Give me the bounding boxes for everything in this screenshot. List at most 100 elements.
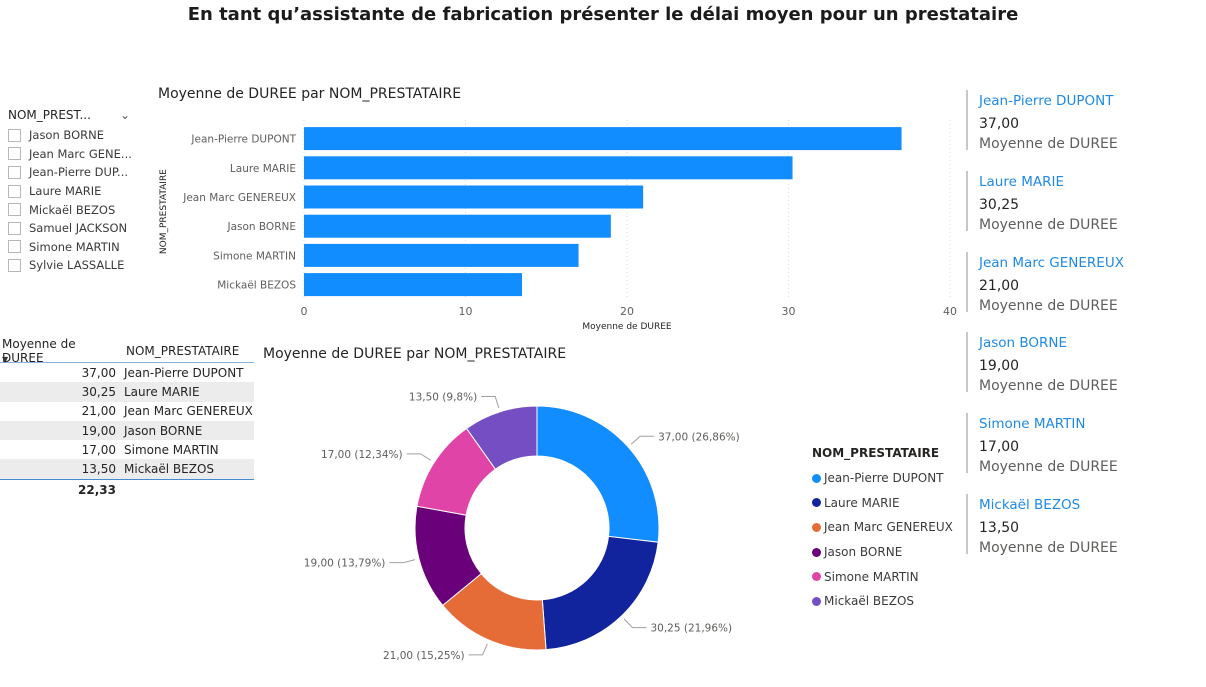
- card-value: 13,50: [979, 520, 1020, 536]
- page-title: En tant qu’assistante de fabrication pré…: [187, 4, 1019, 25]
- checkbox[interactable]: [8, 128, 21, 142]
- legend-label: Simone MARTIN: [824, 569, 919, 584]
- y-tick-label: Laure MARIE: [230, 163, 296, 175]
- slice-data-label: 19,00 (13,79%): [304, 558, 386, 570]
- cell-value: 30,25: [81, 384, 116, 399]
- legend-item[interactable]: Mickaël BEZOS: [812, 589, 972, 614]
- leader-line: [630, 435, 655, 445]
- data-table: Moyenne de DUREE NOM_PRESTATAIRE ▼ 37,00…: [0, 337, 254, 500]
- bar[interactable]: [304, 214, 611, 238]
- card-value: 37,00: [979, 116, 1020, 132]
- checkbox[interactable]: [8, 240, 21, 254]
- card-value: 21,00: [979, 278, 1020, 294]
- card-label: Moyenne de DUREE: [979, 136, 1118, 152]
- bar-chart: 0 10 20 30 40 Jean-Pierre DUPONT Laure MARIE Je…: [159, 120, 957, 332]
- slicer-item[interactable]: Samuel JACKSON: [8, 219, 148, 238]
- donut-legend: NOM_PRESTATAIRE Jean-Pierre DUPONT Laure…: [812, 446, 972, 614]
- kpi-card: Jean-Pierre DUPONT 37,00 Moyenne de DURE…: [966, 90, 1179, 152]
- sort-desc-icon[interactable]: ▼: [2, 355, 9, 364]
- name-slicer: NOM_PREST... ⌄ Jason BORNE Jean Marc GEN…: [8, 104, 148, 275]
- slicer-item[interactable]: Jean-Pierre DUP...: [8, 163, 148, 182]
- slicer-item-label: Jason BORNE: [29, 128, 105, 143]
- donut-slice[interactable]: [465, 405, 538, 470]
- slice-data-label: 37,00 (26,86%): [658, 431, 740, 443]
- kpi-card: Simone MARTIN 17,00 Moyenne de DUREE: [966, 413, 1179, 475]
- cell-name: Jean-Pierre DUPONT: [124, 365, 244, 380]
- cell-value: 19,00: [81, 423, 116, 438]
- donut-slice[interactable]: [541, 535, 659, 651]
- checkbox[interactable]: [8, 165, 21, 179]
- slicer-item[interactable]: Sylvie LASSALLE: [8, 256, 148, 275]
- legend-label: Jean-Pierre DUPONT: [824, 471, 944, 486]
- checkbox[interactable]: [8, 147, 21, 161]
- legend-item[interactable]: Jean Marc GENEREUX: [812, 515, 972, 540]
- slicer-item-label: Laure MARIE: [29, 184, 102, 199]
- cell-name: Mickaël BEZOS: [124, 462, 215, 477]
- x-tick-label: 0: [301, 305, 308, 318]
- slicer-item[interactable]: Jean Marc GENE...: [8, 145, 148, 164]
- leader-line: [389, 559, 416, 564]
- column-header-nom[interactable]: NOM_PRESTATAIRE: [126, 344, 240, 358]
- slice-data-label: 21,00 (15,25%): [383, 650, 465, 662]
- bar[interactable]: [304, 185, 644, 209]
- legend-dot: [812, 522, 821, 532]
- legend-item[interactable]: Laure MARIE: [812, 491, 972, 516]
- slicer-item[interactable]: Jason BORNE: [8, 126, 148, 145]
- leader-line: [623, 618, 647, 629]
- total-value: 22,33: [78, 482, 116, 497]
- card-name: Jean Marc GENEREUX: [979, 255, 1124, 271]
- x-tick-label: 30: [782, 305, 796, 318]
- card-name: Simone MARTIN: [979, 416, 1086, 432]
- chevron-down-icon[interactable]: ⌄: [120, 108, 131, 122]
- cell-value: 13,50: [81, 462, 116, 477]
- slicer-item[interactable]: Mickaël BEZOS: [8, 200, 148, 219]
- cell-value: 21,00: [81, 404, 116, 419]
- legend-label: Mickaël BEZOS: [824, 594, 915, 609]
- bar[interactable]: [304, 156, 793, 180]
- card-label: Moyenne de DUREE: [979, 298, 1118, 314]
- card-name: Jean-Pierre DUPONT: [979, 93, 1114, 109]
- leader-line: [481, 395, 500, 409]
- bar[interactable]: [304, 273, 523, 297]
- x-tick-label: 10: [459, 305, 473, 318]
- cell-name: Laure MARIE: [124, 384, 200, 399]
- card-name: Laure MARIE: [979, 174, 1064, 190]
- legend-item[interactable]: Simone MARTIN: [812, 564, 972, 589]
- slicer-header[interactable]: NOM_PREST... ⌄: [8, 104, 148, 126]
- donut-chart: 37,00 (26,86%) 30,25 (21,96%) 21,00 (15,25…: [304, 391, 740, 662]
- slicer-item-label: Jean Marc GENE...: [29, 146, 132, 161]
- slicer-item[interactable]: Simone MARTIN: [8, 238, 148, 257]
- card-label: Moyenne de DUREE: [979, 540, 1118, 556]
- bar[interactable]: [304, 243, 579, 267]
- slice-data-label: 17,00 (12,34%): [321, 449, 403, 461]
- y-tick-label: Jean Marc GENEREUX: [182, 192, 296, 204]
- table-header-row: Moyenne de DUREE NOM_PRESTATAIRE ▼: [0, 337, 254, 365]
- table-row: 30,25 Laure MARIE: [0, 382, 254, 402]
- kpi-card: Laure MARIE 30,25 Moyenne de DUREE: [966, 171, 1179, 233]
- table-total-row: 22,33: [0, 478, 254, 500]
- checkbox[interactable]: [8, 221, 21, 235]
- x-tick-label: 20: [620, 305, 634, 318]
- cell-value: 37,00: [81, 365, 116, 380]
- card-value: 19,00: [979, 358, 1020, 374]
- slicer-item[interactable]: Laure MARIE: [8, 182, 148, 201]
- cell-value: 17,00: [81, 442, 116, 457]
- legend-item[interactable]: Jean-Pierre DUPONT: [812, 466, 972, 491]
- checkbox[interactable]: [8, 184, 21, 198]
- y-tick-label: Jason BORNE: [227, 221, 297, 233]
- column-header-duree[interactable]: Moyenne de DUREE: [2, 337, 76, 365]
- legend-item[interactable]: Jason BORNE: [812, 540, 972, 565]
- bar[interactable]: [304, 127, 902, 151]
- y-tick-label: Mickaël BEZOS: [217, 280, 296, 292]
- card-value: 17,00: [979, 439, 1020, 455]
- y-tick-label: Simone MARTIN: [213, 250, 296, 262]
- table-row: 37,00 Jean-Pierre DUPONT: [0, 363, 254, 382]
- checkbox[interactable]: [8, 258, 21, 272]
- slicer-item-label: Simone MARTIN: [29, 239, 120, 254]
- table-row: 19,00 Jason BORNE: [0, 420, 254, 441]
- card-name: Mickaël BEZOS: [979, 497, 1081, 513]
- legend-dot: [812, 547, 821, 557]
- y-tick-label: Jean-Pierre DUPONT: [190, 134, 296, 146]
- checkbox[interactable]: [8, 203, 21, 217]
- donut-slice[interactable]: [536, 405, 660, 543]
